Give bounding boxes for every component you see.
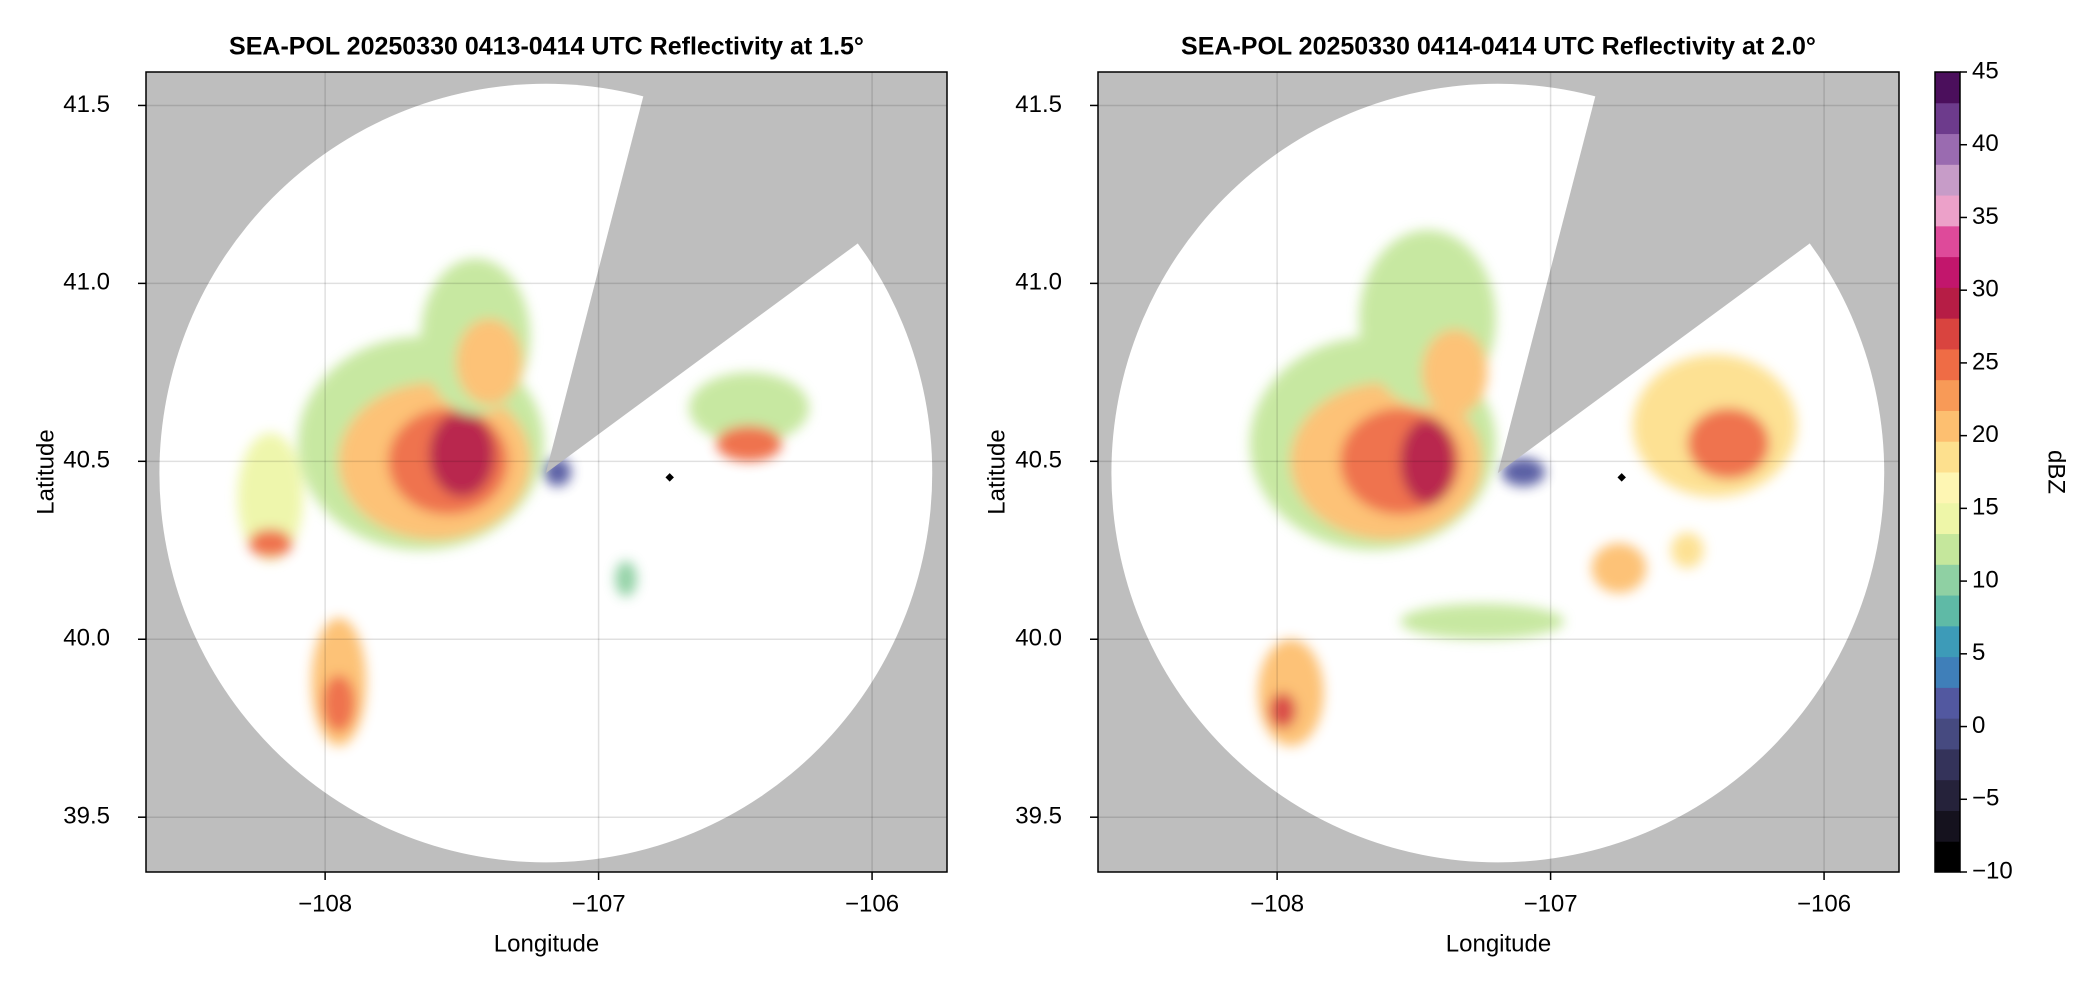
- colorbar-tick-label: 35: [1972, 203, 1999, 230]
- colorbar-swatch: [1935, 748, 1960, 781]
- x-tick-label: −106: [1797, 890, 1851, 917]
- colorbar-swatch: [1935, 718, 1960, 750]
- echo: [1400, 418, 1455, 505]
- colorbar-swatch: [1935, 625, 1960, 658]
- colorbar-label: dBZ: [2043, 450, 2070, 494]
- colorbar-swatch: [1935, 533, 1960, 565]
- plot-frame: [145, 71, 948, 873]
- colorbar-swatch: [1935, 564, 1960, 596]
- chart-title: SEA-POL 20250330 0414-0414 UTC Reflectiv…: [1181, 33, 1816, 61]
- echo: [456, 318, 523, 405]
- colorbar-swatch: [1935, 841, 1960, 873]
- colorbar-tick-label: −10: [1972, 857, 2013, 884]
- y-axis-label: Latitude: [983, 429, 1010, 514]
- colorbar-tick-label: 30: [1972, 276, 1999, 303]
- plot-area: [146, 72, 947, 872]
- x-tick-label: −107: [572, 890, 626, 917]
- plot-area: [1098, 72, 1899, 872]
- colorbar-tick-label: 40: [1972, 130, 1999, 157]
- colorbar-swatch: [1935, 225, 1960, 258]
- echoes: [1249, 230, 1797, 747]
- colorbar-tick-label: 15: [1972, 494, 1999, 521]
- colorbar-swatch: [1935, 379, 1960, 411]
- x-tick-label: −106: [845, 890, 899, 917]
- blocked-sector: [1497, 72, 1899, 474]
- colorbar-swatch: [1935, 348, 1960, 381]
- y-tick-label: 41.0: [63, 269, 110, 296]
- y-tick-label: 40.5: [63, 447, 110, 474]
- colorbar-swatch: [1935, 195, 1960, 227]
- y-tick-label: 41.0: [1015, 269, 1062, 296]
- colorbar-tick-label: 10: [1972, 566, 1999, 593]
- colorbar-swatch: [1935, 595, 1960, 627]
- y-tick-label: 40.5: [1015, 447, 1062, 474]
- echo: [1268, 692, 1297, 729]
- colorbar-swatch: [1935, 256, 1960, 288]
- echo: [1501, 457, 1546, 487]
- colorbar-swatch: [1935, 502, 1960, 535]
- plot-frame: [1097, 71, 1900, 873]
- y-tick-label: 41.5: [63, 91, 110, 118]
- echo: [1591, 543, 1647, 593]
- x-tick-label: −107: [1524, 890, 1578, 917]
- echo: [1422, 329, 1488, 416]
- x-tick-label: −108: [1250, 890, 1304, 917]
- y-tick-label: 39.5: [63, 803, 110, 830]
- echo: [1670, 532, 1704, 569]
- colorbar-swatch: [1935, 441, 1960, 473]
- echo: [716, 425, 782, 462]
- colorbar-swatch: [1935, 287, 1960, 319]
- echo: [1687, 407, 1770, 480]
- radar-site: [1617, 473, 1626, 482]
- colorbar-swatch: [1935, 164, 1960, 196]
- chart-title: SEA-POL 20250330 0413-0414 UTC Reflectiv…: [229, 33, 864, 61]
- colorbar-swatch: [1935, 472, 1960, 504]
- echo: [322, 674, 356, 732]
- colorbar-swatch: [1935, 133, 1960, 165]
- blocked-sector: [545, 72, 947, 474]
- colorbar-swatch: [1935, 687, 1960, 719]
- echo: [237, 432, 304, 561]
- colorbar-tick-label: 0: [1972, 712, 1985, 739]
- colorbar-swatch: [1935, 410, 1960, 442]
- colorbar-frame: [1934, 71, 1961, 873]
- x-tick-label: −108: [298, 890, 352, 917]
- colorbar-tick-label: 5: [1972, 639, 1985, 666]
- colorbar-tick-label: 20: [1972, 421, 1999, 448]
- y-tick-label: 40.0: [63, 625, 110, 652]
- echo: [1257, 639, 1324, 747]
- y-tick-label: 40.0: [1015, 625, 1062, 652]
- y-axis-label: Latitude: [32, 429, 59, 514]
- echo: [688, 372, 810, 444]
- echo: [1400, 603, 1565, 640]
- echo: [248, 528, 293, 558]
- y-tick-label: 41.5: [1015, 91, 1062, 118]
- echo: [615, 560, 637, 597]
- echo: [429, 411, 495, 497]
- colorbar-swatch: [1935, 779, 1960, 811]
- colorbar-swatch: [1935, 318, 1960, 350]
- echoes: [237, 258, 810, 747]
- y-tick-label: 39.5: [1015, 803, 1062, 830]
- radar-site: [665, 473, 674, 482]
- colorbar-swatch: [1935, 72, 1960, 104]
- x-axis-label: Longitude: [1446, 930, 1551, 957]
- colorbar-swatch: [1935, 810, 1960, 842]
- colorbar-swatch: [1935, 656, 1960, 688]
- colorbar-tick-label: 25: [1972, 348, 1999, 375]
- colorbar-tick-label: 45: [1972, 57, 1999, 84]
- colorbar-tick-label: −5: [1972, 785, 1999, 812]
- colorbar-swatch: [1935, 102, 1960, 135]
- x-axis-label: Longitude: [494, 930, 599, 957]
